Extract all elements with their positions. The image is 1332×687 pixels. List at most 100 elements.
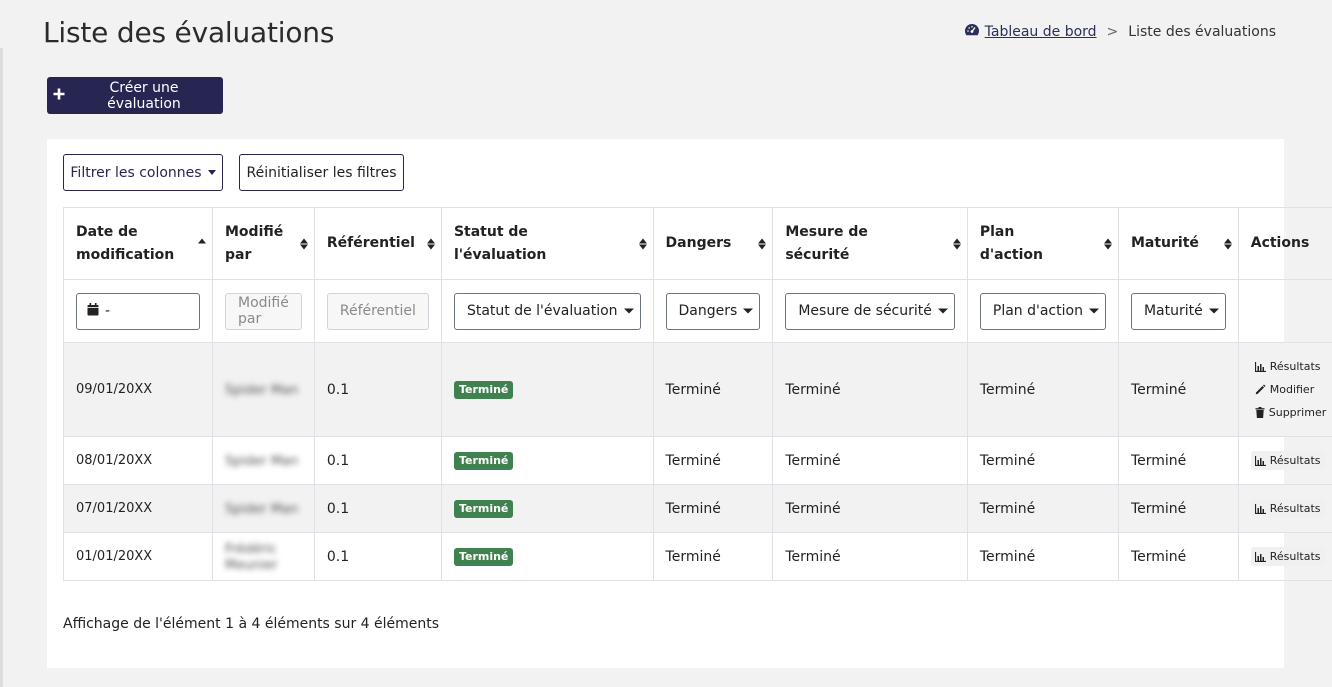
chart-icon: [1254, 551, 1266, 562]
referentiel-filter-input[interactable]: Référentiel: [326, 292, 429, 330]
status-cell: Terminé: [440, 342, 654, 437]
date-range-filter[interactable]: -: [76, 292, 200, 330]
results-label: Résultats: [1269, 360, 1321, 373]
column-header-plan[interactable]: Plan d'action: [966, 207, 1119, 280]
column-header-modified-by[interactable]: Modifié par: [212, 207, 315, 280]
column-header-label: Référentiel: [326, 235, 415, 251]
create-evaluation-button[interactable]: Créer une évaluation: [47, 77, 223, 114]
modified-by-cell: Frédéric Meunier: [212, 532, 315, 581]
table-row: 01/01/20XX Frédéric Meunier 0.1 Terminé …: [63, 532, 1332, 581]
referentiel-cell: 0.1: [313, 342, 442, 437]
filter-cell: Modifié par: [212, 279, 315, 343]
sort-icon: [758, 238, 767, 249]
header-row: Date de modification Modifié par Référen…: [63, 207, 1332, 280]
results-label: Résultats: [1269, 502, 1321, 515]
actions-cell: Résultats Modifier Supprimer: [1237, 342, 1332, 437]
status-badge: Terminé: [453, 451, 514, 470]
reset-filters-label: Réinitialiser les filtres: [246, 164, 397, 181]
dangers-cell: Terminé: [652, 342, 774, 437]
column-header-label: Actions: [1250, 235, 1310, 251]
modified-by-cell: Spider Man: [212, 436, 315, 485]
chart-icon: [1254, 361, 1266, 372]
filter-cell: [1237, 279, 1332, 343]
filter-cell: -: [63, 279, 213, 343]
dangers-cell: Terminé: [652, 436, 774, 485]
column-header-mesure[interactable]: Mesure de sécurité: [772, 207, 968, 280]
column-header-referentiel[interactable]: Référentiel: [313, 207, 442, 280]
chart-icon: [1254, 503, 1266, 514]
column-header-label: Maturité: [1130, 235, 1199, 251]
column-header-dangers[interactable]: Dangers: [652, 207, 774, 280]
table-info-text: Affichage de l'élément 1 à 4 éléments su…: [63, 616, 440, 632]
reset-filters-button[interactable]: Réinitialiser les filtres: [239, 154, 404, 191]
results-label: Résultats: [1269, 454, 1321, 467]
dangers-filter-select[interactable]: Dangers: [665, 292, 761, 330]
maturite-cell: Terminé: [1117, 484, 1239, 533]
chevron-down-icon: [743, 308, 754, 314]
status-cell: Terminé: [440, 436, 654, 485]
date-cell: 08/01/20XX: [63, 436, 213, 485]
breadcrumb: Tableau de bord > Liste des évaluations: [964, 23, 1276, 41]
column-header-date[interactable]: Date de modification: [63, 207, 213, 280]
modified-by-value: Frédéric Meunier: [225, 541, 278, 573]
chevron-down-icon: [1088, 308, 1099, 314]
maturite-cell: Terminé: [1117, 436, 1239, 485]
date-cell: 01/01/20XX: [63, 532, 213, 581]
status-filter-select[interactable]: Statut de l'évaluation: [453, 292, 641, 330]
delete-action[interactable]: Supprimer: [1251, 403, 1331, 422]
filter-cell: Statut de l'évaluation: [440, 279, 654, 343]
column-header-label: Modifié par: [225, 223, 284, 263]
mesure-filter-select[interactable]: Mesure de sécurité: [785, 292, 955, 330]
trash-icon: [1255, 407, 1265, 418]
sort-icon: [638, 238, 647, 249]
maturite-filter-select[interactable]: Maturité: [1130, 292, 1226, 330]
modified-by-value: Spider Man: [225, 382, 299, 398]
modified-by-cell: Spider Man: [212, 342, 315, 437]
calendar-icon: [87, 302, 99, 320]
breadcrumb-home-link[interactable]: Tableau de bord: [964, 23, 1097, 41]
plan-cell: Terminé: [966, 484, 1119, 533]
edit-action[interactable]: Modifier: [1251, 380, 1331, 399]
breadcrumb-home-label: Tableau de bord: [984, 24, 1097, 40]
modified-by-cell: Spider Man: [212, 484, 315, 533]
table-row: 09/01/20XX Spider Man 0.1 Terminé Termin…: [63, 342, 1332, 437]
plan-filter-select[interactable]: Plan d'action: [979, 292, 1106, 330]
sort-asc-icon: [198, 238, 206, 249]
dashboard-gauge-icon: [964, 23, 980, 41]
column-header-label: Dangers: [665, 235, 732, 251]
sort-icon: [952, 238, 961, 249]
table-row: 07/01/20XX Spider Man 0.1 Terminé Termin…: [63, 484, 1332, 533]
mesure-cell: Terminé: [772, 342, 968, 437]
status-cell: Terminé: [440, 532, 654, 581]
filter-columns-label: Filtrer les colonnes: [70, 164, 202, 181]
plan-cell: Terminé: [966, 532, 1119, 581]
column-header-label: Mesure de sécurité: [785, 223, 868, 263]
modified-by-filter-input[interactable]: Modifié par: [225, 292, 302, 330]
breadcrumb-current: Liste des évaluations: [1128, 24, 1276, 40]
modified-by-value: Spider Man: [225, 453, 299, 469]
create-evaluation-label: Créer une évaluation: [107, 79, 181, 112]
maturite-cell: Terminé: [1117, 342, 1239, 437]
status-badge: Terminé: [453, 547, 514, 566]
results-action[interactable]: Résultats: [1250, 451, 1325, 470]
filter-cell: Maturité: [1117, 279, 1239, 343]
column-header-status[interactable]: Statut de l'évaluation: [440, 207, 654, 280]
evaluations-table: Date de modification Modifié par Référen…: [63, 207, 1332, 581]
results-action[interactable]: Résultats: [1251, 357, 1331, 376]
results-action[interactable]: Résultats: [1250, 499, 1325, 518]
results-action[interactable]: Résultats: [1250, 547, 1325, 566]
plus-icon: [53, 88, 65, 104]
sort-icon: [299, 238, 308, 249]
sort-icon: [426, 238, 435, 249]
column-header-maturite[interactable]: Maturité: [1117, 207, 1239, 280]
chevron-down-icon: [1208, 308, 1219, 314]
column-header-label: Statut de l'évaluation: [453, 223, 547, 263]
page-title: Liste des évaluations: [43, 16, 335, 49]
column-header-actions: Actions: [1237, 207, 1332, 280]
actions-cell: Résultats: [1237, 532, 1332, 581]
dangers-cell: Terminé: [652, 532, 774, 581]
dangers-cell: Terminé: [652, 484, 774, 533]
edit-label: Modifier: [1269, 383, 1315, 396]
filter-columns-button[interactable]: Filtrer les colonnes: [63, 154, 223, 191]
mesure-filter-value: Mesure de sécurité: [798, 303, 932, 319]
